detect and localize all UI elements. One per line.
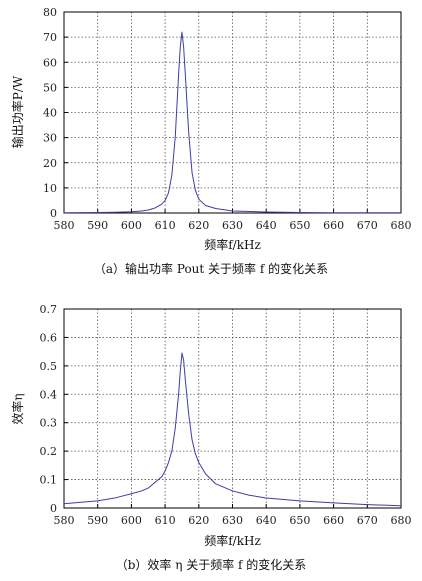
x-tick-label: 620 (188, 219, 209, 232)
x-tick-label: 680 (391, 514, 412, 527)
y-tick-label: 0.5 (40, 360, 58, 373)
x-tick-label: 580 (54, 514, 75, 527)
y-tick-label: 10 (43, 182, 57, 195)
figure-caption: （b）效率 η 关于频率 f 的变化关系 (116, 557, 307, 572)
x-tick-label: 660 (323, 514, 344, 527)
y-tick-label: 30 (43, 132, 57, 145)
x-tick-label: 620 (188, 514, 209, 527)
y-tick-label: 0 (50, 502, 57, 515)
y-tick-label: 0.1 (40, 474, 58, 487)
x-tick-label: 590 (87, 219, 108, 232)
y-tick-label: 40 (43, 107, 57, 120)
x-tick-label: 590 (87, 514, 108, 527)
y-tick-label: 0.2 (40, 445, 58, 458)
x-tick-label: 600 (121, 514, 142, 527)
x-tick-label: 640 (256, 219, 277, 232)
y-tick-label: 0.4 (40, 388, 58, 401)
y-tick-label: 0.6 (40, 331, 58, 344)
x-tick-label: 630 (222, 514, 243, 527)
x-tick-label: 670 (357, 219, 378, 232)
x-axis-label: 频率f/kHz (204, 237, 261, 252)
series-line (63, 31, 401, 214)
x-tick-label: 610 (155, 219, 176, 232)
x-tick-label: 630 (222, 219, 243, 232)
x-tick-label: 650 (289, 514, 310, 527)
series-line (63, 352, 402, 507)
chart-output-power: 580 590 600 610 620 630 640 650 660 670 680 0 10 20 30… (10, 6, 412, 276)
y-tick-label: 0.3 (40, 417, 58, 430)
y-tick-label: 50 (43, 81, 57, 94)
x-tick-label: 670 (357, 514, 378, 527)
figure-caption: （a）输出功率 Pout 关于频率 f 的变化关系 (94, 261, 328, 276)
x-tick-label: 600 (121, 219, 142, 232)
y-tick-label: 80 (43, 6, 57, 19)
x-tick-label: 680 (391, 219, 412, 232)
y-axis-label: 效率η (10, 393, 25, 424)
x-axis-label: 频率f/kHz (204, 533, 261, 548)
y-tick-label: 60 (43, 56, 57, 69)
y-tick-label: 0 (50, 207, 57, 220)
y-tick-label: 70 (43, 31, 57, 44)
x-tick-label: 640 (256, 514, 277, 527)
x-tick-label: 650 (289, 219, 310, 232)
x-tick-label: 580 (54, 219, 75, 232)
y-tick-label: 20 (43, 157, 57, 170)
x-tick-label: 610 (155, 514, 176, 527)
chart-efficiency: 580 590 600 610 620 630 640 650 660 670 680 0 0.1 0.2… (10, 303, 412, 572)
y-axis-label: 输出功率P/W (10, 75, 25, 148)
x-tick-label: 660 (323, 219, 344, 232)
y-tick-label: 0.7 (40, 303, 58, 316)
